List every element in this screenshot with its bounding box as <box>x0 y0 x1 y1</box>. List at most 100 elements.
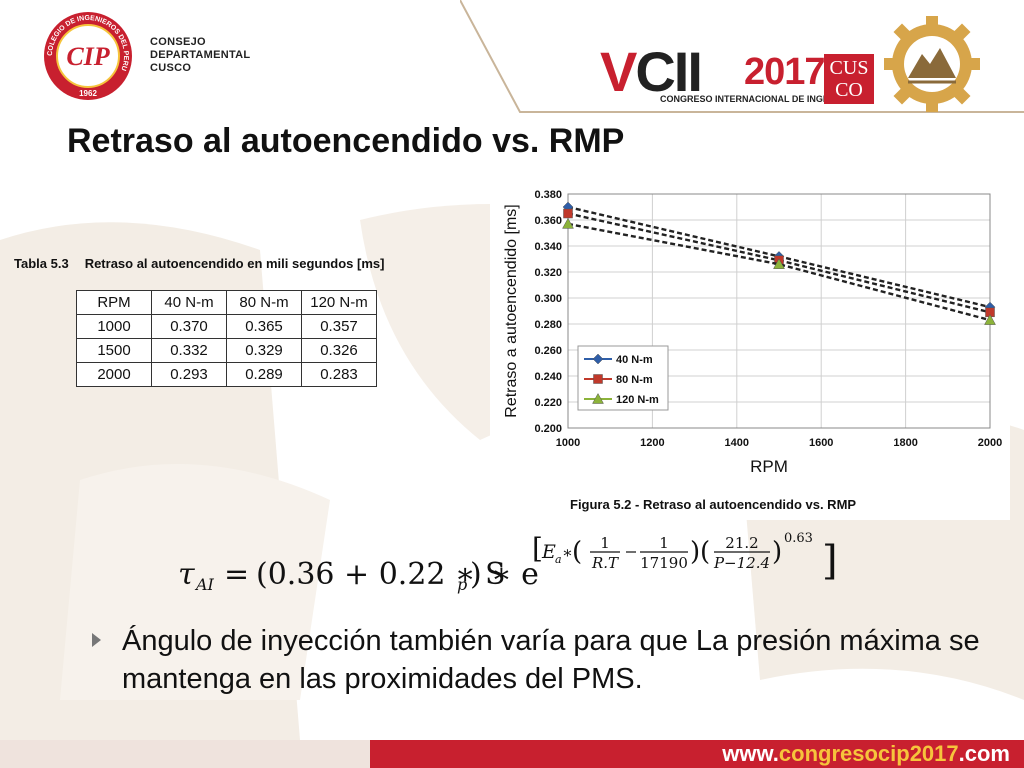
org-line-1: CONSEJO <box>150 36 206 48</box>
formula-part1: (0.36 + 0.22 ∗ S <box>256 557 506 592</box>
formula-graphic: τ AI = (0.36 + 0.22 ∗ S p ) ∗ e [ E a ∗ … <box>178 531 838 594</box>
formula-lhs: τ <box>178 557 195 592</box>
footer-url-prefix: www. <box>722 741 779 766</box>
legend-entry: 120 N-m <box>616 394 659 406</box>
formula-frac1-den: R.T <box>591 554 619 572</box>
cip-logo: COLEGIO DE INGENIEROS DEL PERU CIP 1962 <box>44 12 132 100</box>
y-tick-label: 0.340 <box>534 241 562 253</box>
x-tick-label: 2000 <box>978 437 1002 449</box>
formula-exp-close: ] <box>822 538 838 584</box>
y-tick-label: 0.220 <box>534 397 562 409</box>
bullet-text: Ángulo de inyección también varía para q… <box>122 625 980 695</box>
cusco-badge: CUS CO <box>824 54 874 104</box>
formula-exp-ea-sub: a <box>555 553 562 566</box>
org-line-2: DEPARTAMENTAL <box>150 49 251 61</box>
y-tick-label: 0.260 <box>534 345 562 357</box>
series-2-point <box>563 208 573 219</box>
table-cell: 0.283 <box>301 362 377 387</box>
formula-paren-open: ( <box>572 537 582 567</box>
legend-entry: 40 N-m <box>616 354 653 366</box>
x-tick-label: 1400 <box>725 437 749 449</box>
formula-part2: ) ∗ e <box>470 557 539 592</box>
formula-lhs-sub: AI <box>194 575 215 594</box>
formula-sp-sub: p <box>457 575 467 594</box>
table-cell: 0.289 <box>226 362 302 387</box>
y-tick-label: 0.200 <box>534 423 562 435</box>
formula-frac2-num: 1 <box>659 534 669 552</box>
formula-frac3-den: P−12.4 <box>713 554 770 572</box>
event-year: 2017 <box>744 51 826 93</box>
formula-exp-ea: E <box>541 541 556 563</box>
footer-url-mid: congresocip2017 <box>778 741 959 766</box>
table-header-cell: RPM <box>76 290 152 315</box>
footer-url[interactable]: www.congresocip2017.com <box>722 741 1010 767</box>
event-subtitle: CONGRESO INTERNACIONAL DE INGENIERÍA <box>660 94 860 104</box>
x-axis-label: RPM <box>750 457 788 476</box>
legend-entry: 80 N-m <box>616 374 653 386</box>
event-logo-cii: CII <box>635 40 703 103</box>
delay-formula: τ AI = (0.36 + 0.22 ∗ S p ) ∗ e [ E a ∗ … <box>176 528 876 602</box>
legend-marker <box>592 392 604 404</box>
formula-equals: = <box>224 557 249 592</box>
formula-frac3-num: 21.2 <box>725 534 758 552</box>
logo-year: 1962 <box>79 89 97 98</box>
x-tick-label: 1600 <box>809 437 833 449</box>
table-cell: 0.357 <box>301 314 377 339</box>
formula-frac2-den: 17190 <box>640 554 688 572</box>
formula-frac1-num: 1 <box>600 534 610 552</box>
table-header-cell: 120 N-m <box>301 290 377 315</box>
cusco-badge-line1: CUS <box>829 57 869 79</box>
table-caption-number: Tabla 5.3 <box>14 256 69 271</box>
table-header-cell: 80 N-m <box>226 290 302 315</box>
delay-table: RPM 40 N-m 80 N-m 120 N-m 1000 0.370 0.3… <box>76 290 377 387</box>
table-cell: 2000 <box>76 362 152 387</box>
formula-paren3-open: ( <box>700 537 710 567</box>
footer-url-suffix: .com <box>958 741 1010 766</box>
event-logo-v: V <box>600 40 637 103</box>
formula-exp-open: [ <box>532 532 543 565</box>
y-tick-label: 0.380 <box>534 189 562 201</box>
table-header-cell: 40 N-m <box>151 290 227 315</box>
x-tick-label: 1000 <box>556 437 580 449</box>
series-3-point <box>984 314 996 325</box>
formula-exp-star: ∗ <box>562 543 573 562</box>
cusco-badge-line2: CO <box>835 79 863 101</box>
x-tick-label: 1200 <box>640 437 664 449</box>
delay-chart: 0.200 0.220 0.240 0.260 0.280 0.300 0.320 0.340… <box>490 180 1010 520</box>
y-tick-label: 0.300 <box>534 293 562 305</box>
y-tick-label: 0.240 <box>534 371 562 383</box>
table-row: 2000 0.293 0.289 0.283 <box>76 362 377 387</box>
series-3-point <box>562 217 574 229</box>
formula-paren-close: ) <box>690 537 700 567</box>
org-name: CONSEJO DEPARTAMENTAL CUSCO <box>150 36 250 75</box>
table-cell: 0.329 <box>226 338 302 363</box>
table-caption-text: Retraso al autoencendido en mili segundo… <box>84 256 385 271</box>
legend-marker <box>593 374 603 384</box>
table-cell: 0.365 <box>226 314 302 339</box>
header-divider <box>460 0 1024 113</box>
legend-marker <box>592 353 604 365</box>
table-cell: 1500 <box>76 338 152 363</box>
table-caption: Tabla 5.3 Retraso al autoencendido en mil… <box>14 256 384 271</box>
table-cell: 0.332 <box>151 338 227 363</box>
figure-caption: Figura 5.2 - Retraso al autoencendido vs… <box>570 497 857 512</box>
table-cell: 1000 <box>76 314 152 339</box>
logo-text: CIP <box>66 42 110 71</box>
org-line-3: CUSCO <box>150 62 192 74</box>
gear-icon <box>884 16 980 112</box>
table-row: 1500 0.332 0.329 0.326 <box>76 338 377 363</box>
series-3-point <box>773 258 785 269</box>
slide-title: Retraso al autoencendido vs. RMP <box>67 122 625 160</box>
formula-power: 0.63 <box>784 531 813 546</box>
series-line-3 <box>567 222 991 322</box>
table-header-row: RPM 40 N-m 80 N-m 120 N-m <box>76 290 377 315</box>
y-tick-label: 0.280 <box>534 319 562 331</box>
x-tick-label: 1800 <box>893 437 917 449</box>
bullet-arrow-icon <box>92 633 101 647</box>
table-cell: 0.326 <box>301 338 377 363</box>
table-cell: 0.293 <box>151 362 227 387</box>
footer-bar <box>0 740 1024 768</box>
y-tick-label: 0.360 <box>534 215 562 227</box>
table-cell: 0.370 <box>151 314 227 339</box>
event-logo: VCII <box>600 44 703 100</box>
